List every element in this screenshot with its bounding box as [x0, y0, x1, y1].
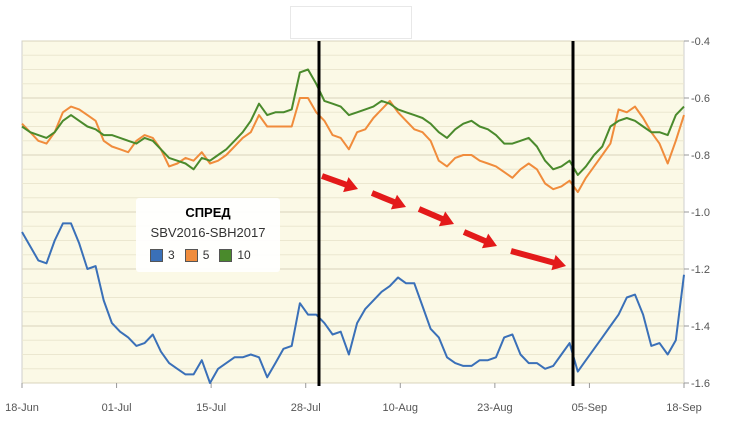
legend-item-3[interactable]: 3: [150, 248, 175, 262]
top-empty-box: [290, 6, 412, 39]
y-tick-label: -1.0: [691, 207, 710, 219]
legend-item-5[interactable]: 5: [184, 248, 210, 262]
y-tick-label: -1.6: [691, 378, 710, 390]
legend-label-3: 3: [168, 248, 175, 262]
legend-items: 3 5 10: [150, 248, 251, 262]
y-axis-ticks: -0.4 -0.6 -0.8 -1.0 -1.2 -1.4 -1.6: [684, 36, 710, 390]
chart-title: СПРЕД: [185, 205, 231, 220]
y-tick-label: -1.4: [691, 321, 710, 333]
red-arrow: [417, 206, 454, 227]
y-tick-label: -0.8: [691, 150, 710, 162]
x-tick-label: 23-Aug: [477, 402, 512, 414]
y-tick-label: -0.6: [691, 93, 710, 105]
red-arrow: [462, 229, 497, 249]
legend-swatch-5: [184, 248, 198, 262]
legend-swatch-10: [219, 248, 233, 262]
legend-swatch-3: [150, 248, 163, 262]
legend-label-5: 5: [202, 248, 210, 262]
y-tick-label: -0.4: [691, 36, 710, 48]
red-arrow: [510, 248, 566, 271]
red-arrow: [321, 173, 358, 193]
legend-item-10[interactable]: 10: [219, 248, 251, 262]
x-tick-label: 28-Jul: [291, 402, 321, 414]
annotations: [317, 41, 575, 386]
x-tick-label: 18-Jun: [5, 402, 39, 414]
x-tick-label: 05-Sep: [572, 402, 607, 414]
x-tick-label: 15-Jul: [196, 402, 226, 414]
x-axis-ticks: 18-Jun 01-Jul 15-Jul 28-Jul 10-Aug 23-Aug 05-S…: [5, 383, 702, 414]
legend-label-10: 10: [237, 248, 251, 262]
red-arrows: [321, 173, 566, 271]
chart-subtitle: SBV2016-SBH2017: [150, 225, 266, 240]
legend: СПРЕД SBV2016-SBH2017 3 5 10: [136, 198, 280, 272]
red-arrow: [370, 190, 406, 210]
x-tick-label: 01-Jul: [102, 402, 132, 414]
x-tick-label: 10-Aug: [383, 402, 418, 414]
x-tick-label: 18-Sep: [666, 402, 701, 414]
y-tick-label: -1.2: [691, 264, 710, 276]
